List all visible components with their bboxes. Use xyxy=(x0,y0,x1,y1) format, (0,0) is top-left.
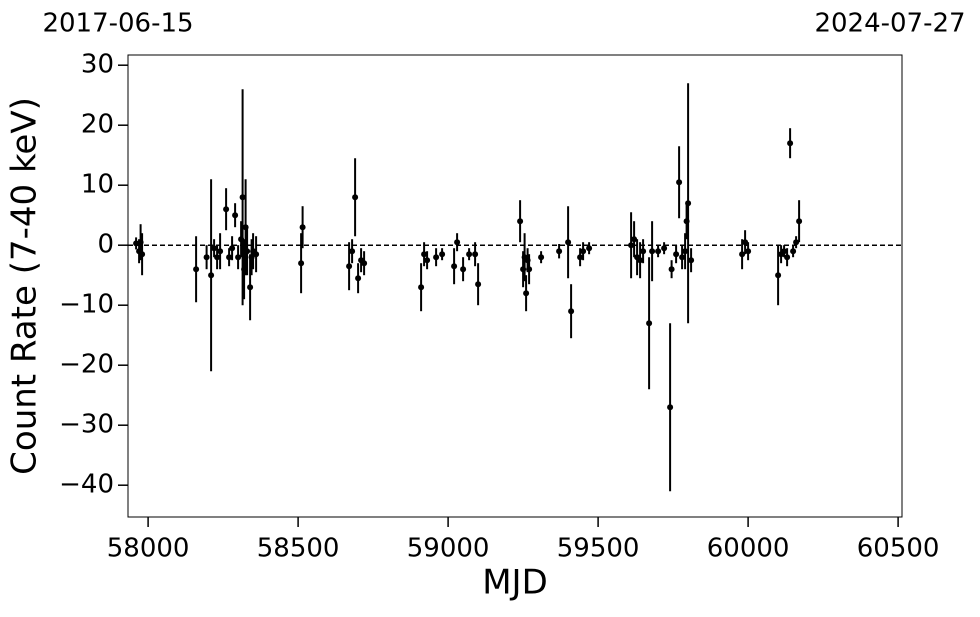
y-tick-label: 20 xyxy=(81,110,114,140)
data-point xyxy=(247,284,254,291)
data-point xyxy=(673,251,680,258)
data-point xyxy=(203,254,210,261)
data-point xyxy=(139,251,146,258)
data-point xyxy=(739,251,746,258)
data-point xyxy=(661,245,668,252)
data-point xyxy=(523,290,530,297)
data-point xyxy=(439,251,446,258)
data-point xyxy=(796,218,803,225)
data-point xyxy=(232,212,239,219)
data-point xyxy=(667,404,674,411)
data-point xyxy=(781,248,788,255)
data-point xyxy=(352,194,359,201)
data-point xyxy=(235,254,242,261)
data-point xyxy=(433,254,440,261)
data-point xyxy=(226,254,233,261)
data-point xyxy=(556,248,563,255)
data-point xyxy=(676,179,683,186)
y-tick-label: 0 xyxy=(97,230,114,260)
y-tick-label: 10 xyxy=(81,170,114,200)
data-point xyxy=(640,248,647,255)
data-point xyxy=(580,248,587,255)
data-point xyxy=(668,266,675,273)
data-point xyxy=(208,272,215,279)
data-point xyxy=(679,254,686,261)
data-point xyxy=(646,320,653,327)
y-axis-label: Count Rate (7-40 keV) xyxy=(5,97,45,475)
top-label: 2017-06-15 xyxy=(42,9,193,39)
data-point xyxy=(244,248,251,255)
x-tick-label: 58500 xyxy=(257,534,340,564)
data-point xyxy=(631,236,638,243)
data-point xyxy=(421,251,428,258)
x-tick-label: 60000 xyxy=(707,534,790,564)
data-point xyxy=(526,266,533,273)
data-point xyxy=(790,248,797,255)
data-point xyxy=(239,194,246,201)
data-point xyxy=(229,245,236,252)
data-point xyxy=(346,263,353,270)
data-point xyxy=(745,248,752,255)
data-point xyxy=(793,239,800,246)
data-point xyxy=(586,245,593,252)
x-tick-label: 59000 xyxy=(407,534,490,564)
data-point xyxy=(217,248,224,255)
y-tick-label: 30 xyxy=(81,50,114,80)
data-point xyxy=(688,257,695,264)
data-point xyxy=(649,248,656,255)
data-point xyxy=(628,242,635,249)
data-point xyxy=(742,239,749,246)
y-tick-label: −40 xyxy=(59,470,114,500)
data-point xyxy=(538,254,545,261)
data-point xyxy=(223,206,230,213)
top-label: 2024-07-27 xyxy=(814,9,965,39)
data-point xyxy=(565,239,572,246)
x-axis-label: MJD xyxy=(482,563,548,603)
data-point xyxy=(214,254,221,261)
data-point xyxy=(298,260,305,267)
data-point xyxy=(577,254,584,261)
data-point xyxy=(475,281,482,288)
data-point xyxy=(193,266,200,273)
data-point xyxy=(682,248,689,255)
x-tick-label: 60500 xyxy=(857,534,940,564)
y-tick-label: −30 xyxy=(59,410,114,440)
data-point xyxy=(775,272,782,279)
data-point xyxy=(424,257,431,264)
data-point xyxy=(211,245,218,252)
data-point xyxy=(460,266,467,273)
plot-frame xyxy=(127,54,903,518)
data-point xyxy=(355,275,362,282)
data-point xyxy=(349,248,356,255)
data-point xyxy=(685,200,692,207)
data-point xyxy=(253,251,260,258)
y-tick-label: −20 xyxy=(59,350,114,380)
data-point xyxy=(299,224,306,231)
data-point xyxy=(361,260,368,267)
y-tick-label: −10 xyxy=(59,290,114,320)
data-point xyxy=(466,251,473,258)
data-point xyxy=(568,308,575,315)
data-point xyxy=(454,239,461,246)
data-point xyxy=(133,240,140,247)
data-point xyxy=(418,284,425,291)
data-point xyxy=(787,140,794,147)
data-point xyxy=(472,251,479,258)
data-point xyxy=(451,263,458,270)
x-tick-label: 58000 xyxy=(107,534,190,564)
data-point xyxy=(784,254,791,261)
x-tick-label: 59500 xyxy=(557,534,640,564)
data-point xyxy=(655,248,662,255)
data-point xyxy=(637,257,644,264)
data-point xyxy=(517,218,524,225)
